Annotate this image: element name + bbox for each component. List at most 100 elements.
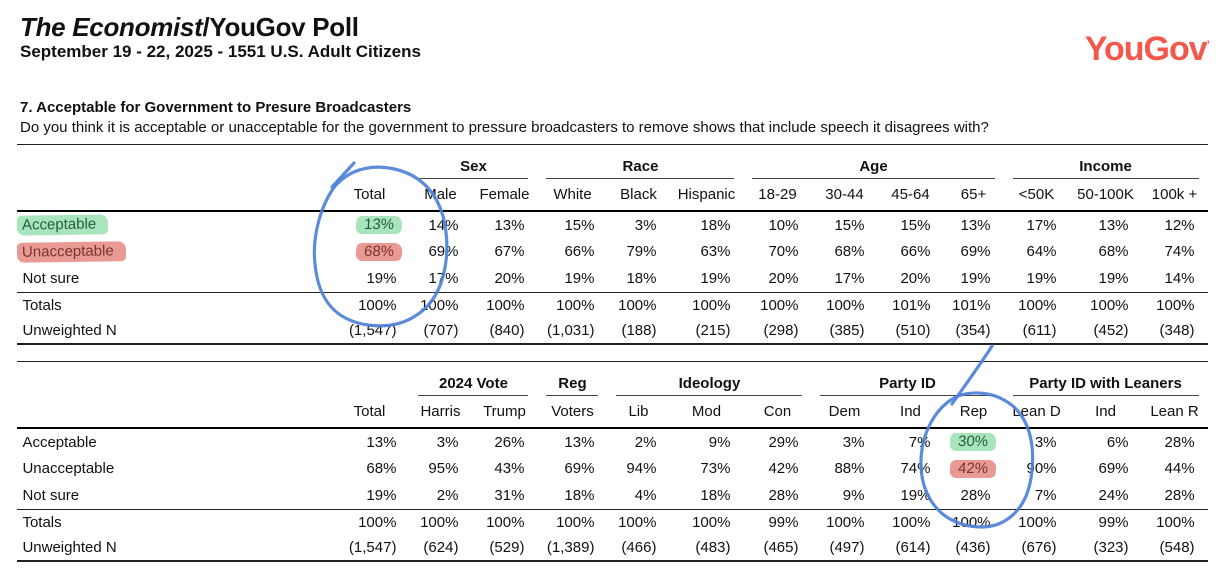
title-yougov-poll: /YouGov Poll <box>202 12 359 42</box>
data-cell: 100% <box>329 508 410 535</box>
data-cell: 13% <box>471 211 537 238</box>
column-header: 45-64 <box>877 179 944 212</box>
column-header: Dem <box>811 396 878 429</box>
data-cell: 69% <box>537 455 607 482</box>
data-cell: (354) <box>955 322 991 339</box>
cell-value: 15% <box>900 216 931 234</box>
data-cell: 64% <box>1004 238 1070 265</box>
column-header: 18-29 <box>743 179 812 212</box>
data-cell: 100% <box>1003 508 1070 535</box>
column-header: 100k + <box>1141 179 1208 212</box>
data-cell: 28% <box>1142 482 1208 509</box>
table-row: Unacceptable 68% 95% 43% 69% 94% 73% 42% 88% 74% 4… <box>17 455 1207 482</box>
data-cell: (452) <box>1093 322 1129 339</box>
column-header: Harris <box>409 396 472 429</box>
data-cell: 3% <box>1004 428 1070 455</box>
data-cell: 100% <box>811 508 878 535</box>
data-cell: 43% <box>471 455 537 482</box>
data-cell: 68% <box>329 238 409 265</box>
data-cell: 29% <box>743 428 811 455</box>
cell-value: 29% <box>768 433 799 451</box>
data-cell: 14% <box>1142 265 1208 292</box>
table-row: Not sure 19% 17% 20% 19% 18% 19% 20% 17% 20% 19% 19… <box>17 265 1207 292</box>
row-label-cell: Unacceptable <box>17 238 329 265</box>
cell-value: 19% <box>564 269 595 287</box>
data-cell: 19% <box>329 265 409 292</box>
data-cell: (624) <box>423 539 459 556</box>
cell-value: 2% <box>634 433 657 451</box>
data-cell: 69% <box>1070 455 1142 482</box>
cell-value: 9% <box>708 433 731 451</box>
row-label-cell: Totals <box>17 508 330 535</box>
data-cell: 99% <box>1069 508 1142 535</box>
data-cell: (707) <box>423 322 459 339</box>
column-header: Female <box>471 179 538 212</box>
data-cell: 17% <box>811 265 877 292</box>
cell-value: 20% <box>494 269 525 287</box>
data-cell: 18% <box>537 482 607 509</box>
data-cell: (188) <box>621 322 657 339</box>
column-header: Ind <box>877 396 944 429</box>
data-cell: 100% <box>1003 291 1070 318</box>
group-header <box>329 362 409 397</box>
data-cell: 19% <box>1004 265 1070 292</box>
data-cell: 18% <box>669 482 743 509</box>
column-header: 65+ <box>943 179 1004 212</box>
data-cell: 100% <box>607 291 670 318</box>
data-cell: 19% <box>1070 265 1142 292</box>
column-header: Con <box>743 396 812 429</box>
group-header: Reg <box>537 362 607 396</box>
cell-value: 19% <box>366 486 397 504</box>
highlight-green-value: 13% <box>355 216 404 234</box>
data-cell: (1,547) <box>348 539 397 556</box>
cell-value: 28% <box>1164 433 1195 451</box>
data-cell: 74% <box>877 455 943 482</box>
cell-value: 15% <box>834 216 865 234</box>
cell-value: 63% <box>700 243 731 260</box>
cell-value: 15% <box>564 216 595 234</box>
data-cell: (676) <box>1021 539 1057 556</box>
corner-cell <box>17 145 329 180</box>
column-header: Hispanic <box>669 179 744 212</box>
data-cell: 13% <box>1070 211 1142 238</box>
row-label: Acceptable <box>22 433 97 451</box>
row-label: Unacceptable <box>22 460 115 477</box>
data-cell: 101% <box>943 291 1004 318</box>
corner-cell <box>17 179 330 212</box>
data-cell: 100% <box>669 508 744 535</box>
data-cell: 9% <box>811 482 877 509</box>
data-cell: 100% <box>1141 508 1208 535</box>
data-cell: 19% <box>329 482 409 509</box>
cell-value: 68% <box>1098 243 1129 260</box>
data-cell: 7% <box>877 428 943 455</box>
data-cell: 44% <box>1142 455 1208 482</box>
cell-value: 12% <box>1164 216 1195 234</box>
column-header: Ind <box>1069 396 1142 429</box>
data-cell: (215) <box>695 322 731 339</box>
column-header: Trump <box>471 396 538 429</box>
data-cell: 6% <box>1070 428 1142 455</box>
data-cell: 100% <box>1069 291 1142 318</box>
column-header: <50K <box>1003 179 1070 212</box>
data-cell: 20% <box>877 265 943 292</box>
data-cell: 68% <box>329 455 409 482</box>
data-cell: 2% <box>607 428 669 455</box>
data-cell: 4% <box>607 482 669 509</box>
data-cell: 20% <box>743 265 811 292</box>
data-cell: 7% <box>1004 482 1070 509</box>
data-cell: (465) <box>763 539 799 556</box>
cell-value: 20% <box>900 269 931 287</box>
column-header: Total <box>329 179 410 212</box>
cell-value: 73% <box>700 460 731 477</box>
highlight-green-label: Acceptable <box>17 214 109 236</box>
data-cell: 69% <box>409 238 471 265</box>
data-cell: 13% <box>943 211 1003 238</box>
column-header: Male <box>409 179 472 212</box>
data-cell: (614) <box>895 539 931 556</box>
column-header: White <box>537 179 608 212</box>
question-title: 7. Acceptable for Government to Presure … <box>20 99 412 116</box>
data-cell: 26% <box>471 428 537 455</box>
data-cell: 88% <box>811 455 877 482</box>
data-cell: 3% <box>607 211 669 238</box>
